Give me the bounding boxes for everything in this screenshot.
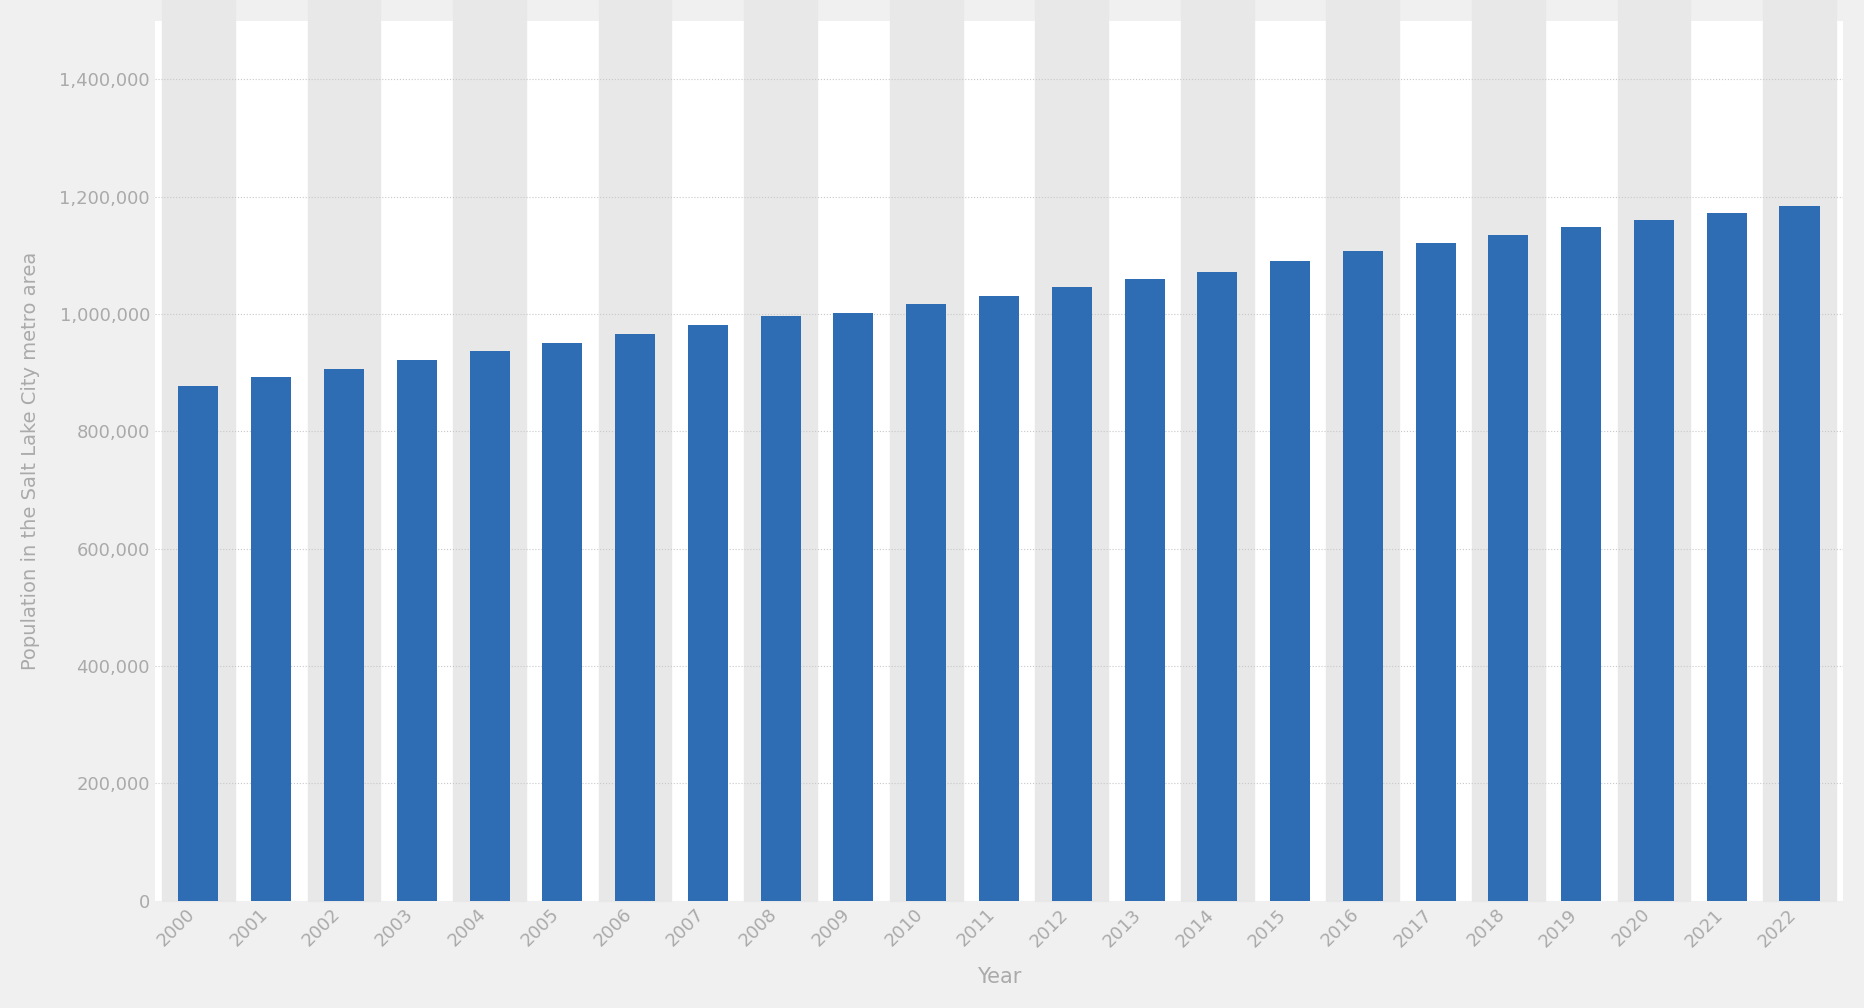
Bar <box>470 351 509 900</box>
Bar <box>979 296 1020 900</box>
Bar <box>688 325 727 900</box>
Bar <box>615 334 654 900</box>
Bar <box>1327 21 1400 900</box>
Bar <box>179 386 218 900</box>
Bar <box>1124 279 1165 900</box>
Bar <box>308 21 380 900</box>
Bar <box>1342 251 1383 900</box>
Y-axis label: Population in the Salt Lake City metro area: Population in the Salt Lake City metro a… <box>21 252 39 670</box>
Bar <box>1562 227 1601 900</box>
Bar <box>542 344 582 900</box>
Bar <box>598 21 671 900</box>
Bar <box>1763 21 1836 900</box>
Bar <box>252 377 291 900</box>
Bar <box>1618 21 1691 900</box>
Bar <box>453 21 526 900</box>
Bar <box>162 21 235 900</box>
Bar <box>761 317 802 900</box>
Bar <box>1780 206 1819 900</box>
Bar <box>1473 21 1545 900</box>
Bar <box>833 312 874 900</box>
X-axis label: Year: Year <box>977 967 1021 987</box>
Bar <box>1707 214 1747 900</box>
Bar <box>1182 21 1254 900</box>
Bar <box>889 21 962 900</box>
Bar <box>324 369 363 900</box>
Bar <box>397 361 436 900</box>
Bar <box>906 304 947 900</box>
Bar <box>1487 236 1528 900</box>
Bar <box>1197 272 1238 900</box>
Bar <box>1635 220 1674 900</box>
Bar <box>1035 21 1107 900</box>
Bar <box>1269 261 1310 900</box>
Bar <box>744 21 816 900</box>
Bar <box>1051 287 1092 900</box>
Bar <box>1415 243 1456 900</box>
